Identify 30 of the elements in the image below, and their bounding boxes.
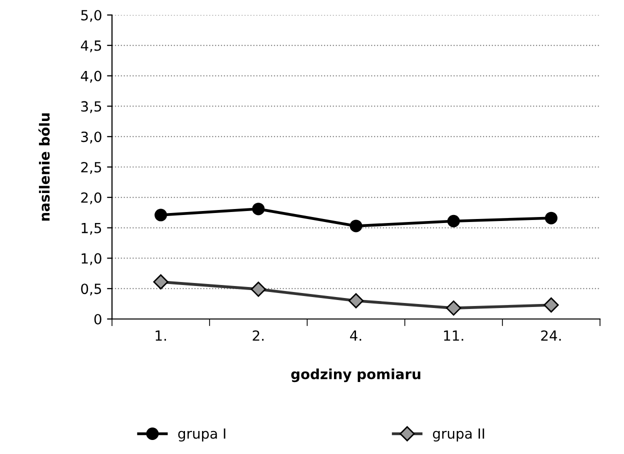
point — [154, 208, 168, 222]
y-tick-label: 0,5 — [81, 284, 102, 296]
point — [348, 293, 364, 308]
legend-label: grupa II — [432, 428, 484, 442]
point — [350, 220, 362, 232]
y-tick-label: 1,0 — [82, 253, 102, 266]
point — [153, 274, 168, 290]
y-tick-label: 3,5 — [81, 101, 102, 114]
x-tick-label: 2. — [252, 330, 264, 341]
x-tick-label: 1. — [156, 330, 166, 341]
y-axis-title: nasilenie bólu — [38, 113, 50, 221]
x-tick-label: 11. — [444, 330, 464, 341]
y-tick-label: 5,0 — [81, 10, 102, 22]
y-tick-label: 4,0 — [80, 70, 102, 83]
y-tick-label: 0 — [94, 314, 102, 324]
point — [250, 282, 266, 297]
x-tick-label: 24. — [541, 330, 561, 341]
y-tick-label: 1,5 — [82, 222, 102, 235]
point — [544, 297, 559, 313]
point — [446, 300, 462, 316]
point — [544, 212, 558, 224]
legend-label: grupa I — [178, 428, 226, 442]
point — [447, 214, 460, 228]
y-tick-label: 3,0 — [81, 132, 102, 144]
point — [252, 202, 265, 216]
y-tick-label: 2,0 — [81, 192, 102, 204]
y-tick-label: 4,5 — [80, 40, 102, 52]
x-axis-title: godziny pomiaru — [291, 368, 420, 382]
y-tick-label: 2,5 — [81, 162, 102, 174]
x-tick-label: 4. — [350, 330, 362, 341]
